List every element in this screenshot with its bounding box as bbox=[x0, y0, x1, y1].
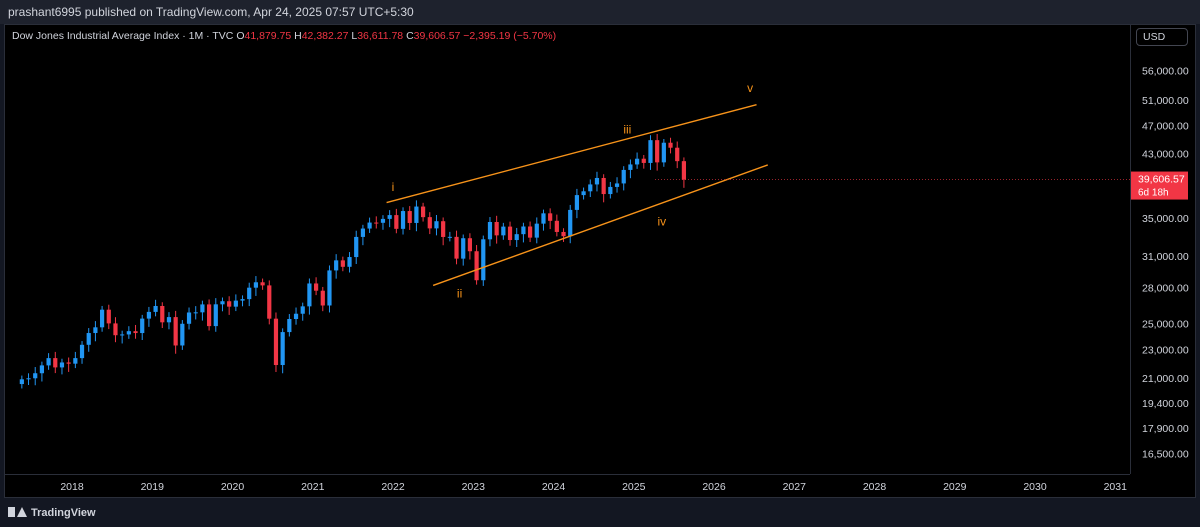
high-value: 42,382.27 bbox=[301, 30, 349, 42]
top-bar: prashant6995 published on TradingView.co… bbox=[0, 0, 1200, 24]
currency-button[interactable]: USD bbox=[1136, 28, 1188, 46]
open-value: 41,879.75 bbox=[244, 30, 292, 42]
price-axis-divider bbox=[1130, 24, 1131, 474]
tradingview-logo[interactable]: TradingView bbox=[8, 507, 96, 519]
low-value: 36,611.78 bbox=[357, 30, 404, 42]
symbol-name: Dow Jones Industrial Average Index · 1M … bbox=[12, 30, 234, 42]
close-label: C bbox=[406, 30, 414, 42]
footer bbox=[0, 498, 1200, 527]
tradingview-logo-icon bbox=[8, 507, 27, 517]
time-axis-divider bbox=[4, 474, 1130, 475]
publisher-info: prashant6995 published on TradingView.co… bbox=[8, 5, 414, 19]
change-value: −2,395.19 (−5.70%) bbox=[463, 30, 557, 42]
chart-pane[interactable] bbox=[4, 24, 1196, 498]
high-label: H bbox=[294, 30, 302, 42]
close-value: 39,606.57 bbox=[413, 30, 461, 42]
low-label: L bbox=[351, 30, 358, 42]
tradingview-brand: TradingView bbox=[31, 507, 96, 519]
symbol-legend: Dow Jones Industrial Average Index · 1M … bbox=[12, 30, 556, 42]
open-label: O bbox=[236, 30, 245, 42]
